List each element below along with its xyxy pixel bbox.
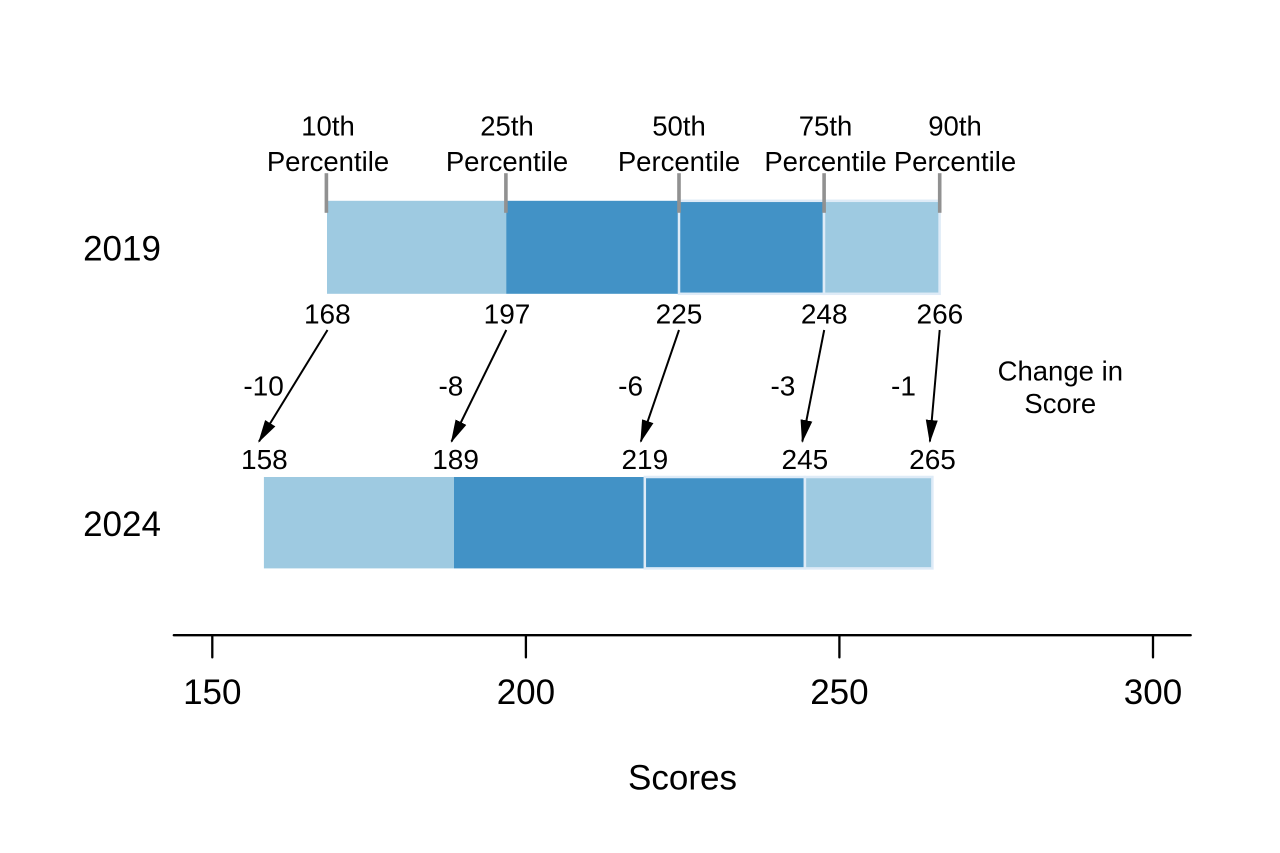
svg-text:-10: -10 (243, 371, 283, 402)
svg-text:189: 189 (432, 444, 479, 475)
svg-text:-3: -3 (770, 371, 795, 402)
svg-text:90th: 90th (928, 111, 982, 142)
svg-text:266: 266 (917, 298, 964, 329)
svg-text:Score: Score (1024, 388, 1096, 419)
svg-text:Change in: Change in (998, 355, 1123, 386)
svg-text:75th: 75th (799, 111, 853, 142)
svg-text:219: 219 (621, 444, 668, 475)
svg-text:10th: 10th (301, 111, 355, 142)
svg-text:-6: -6 (618, 371, 643, 402)
svg-text:Scores: Scores (628, 758, 737, 797)
svg-text:200: 200 (497, 673, 555, 712)
svg-text:Percentile: Percentile (618, 146, 740, 177)
svg-text:-1: -1 (891, 371, 916, 402)
svg-text:2024: 2024 (83, 505, 161, 544)
svg-text:158: 158 (241, 444, 288, 475)
svg-text:248: 248 (801, 298, 848, 329)
svg-text:225: 225 (656, 298, 703, 329)
svg-text:Percentile: Percentile (446, 146, 568, 177)
svg-text:300: 300 (1124, 673, 1182, 712)
svg-text:2019: 2019 (83, 230, 161, 269)
svg-text:Percentile: Percentile (894, 146, 1016, 177)
svg-text:150: 150 (183, 673, 241, 712)
svg-text:-8: -8 (438, 371, 463, 402)
svg-text:265: 265 (909, 444, 956, 475)
svg-text:250: 250 (810, 673, 868, 712)
svg-text:Percentile: Percentile (764, 146, 886, 177)
svg-text:50th: 50th (652, 111, 706, 142)
svg-text:25th: 25th (480, 111, 534, 142)
svg-text:168: 168 (304, 298, 351, 329)
svg-text:197: 197 (484, 298, 531, 329)
svg-text:245: 245 (782, 444, 829, 475)
svg-text:Percentile: Percentile (267, 146, 389, 177)
